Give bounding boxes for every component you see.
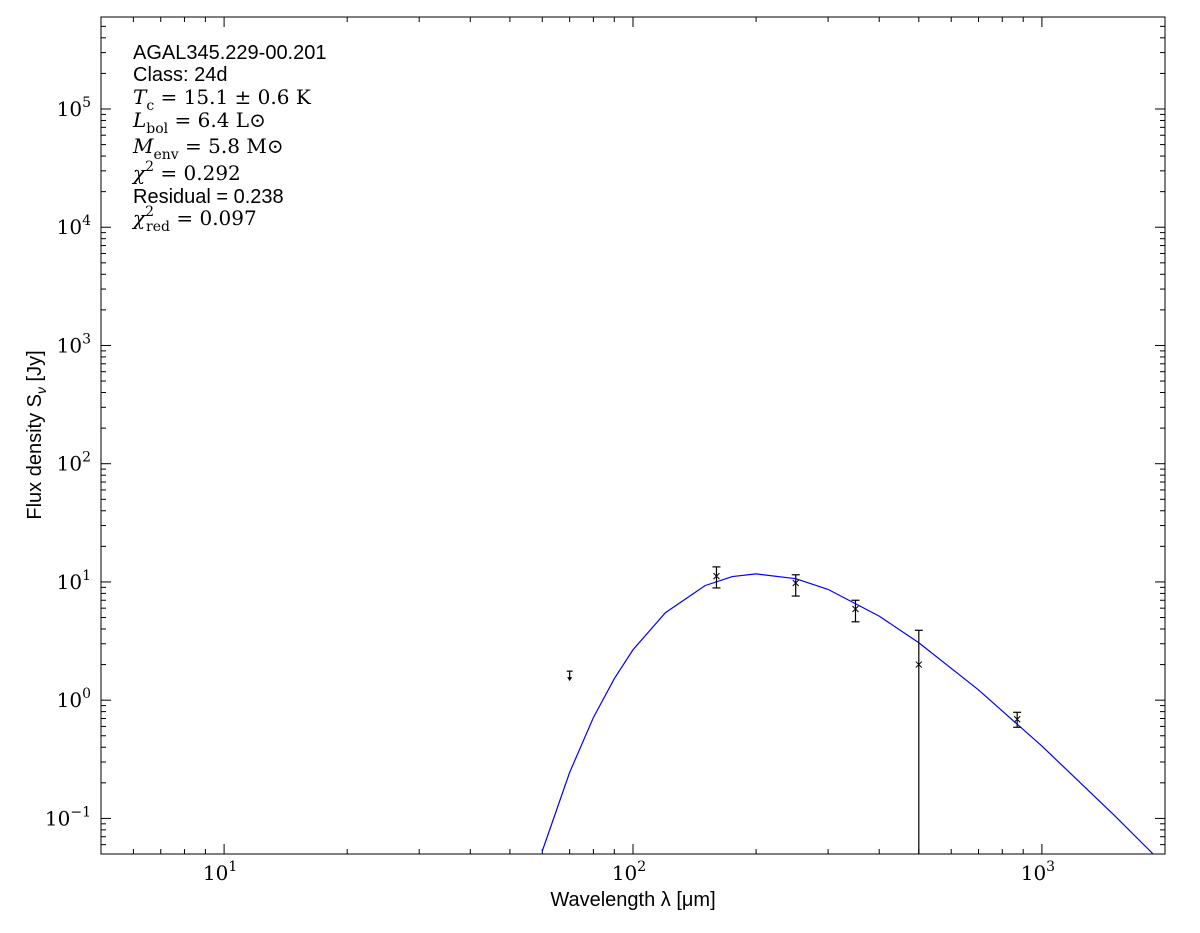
fit-parameter: χ2 = 0.292 [131,159,241,185]
x-tick-label: 103 [1021,859,1055,885]
y-tick-label: 103 [57,331,91,357]
down-arrow-icon [567,677,573,682]
y-tick-label: 105 [57,95,91,121]
x-marker [852,605,859,613]
source-class: Class: 24d [133,64,228,86]
data-point [851,599,860,623]
y-tick-label: 101 [57,568,91,594]
fit-parameter: Lbol = 6.4 L⊙ [132,108,266,137]
source-name: AGAL345.229-00.201 [133,42,327,64]
data-point [791,574,800,597]
x-marker [915,661,923,668]
x-marker [1013,715,1021,723]
residual-value: Residual = 0.238 [133,186,284,208]
x-marker [792,579,800,587]
fit-parameter: Menv = 5.8 M⊙ [132,134,284,163]
model-curve [541,573,1154,854]
y-tick-label: 104 [57,213,91,239]
x-tick-label: 102 [612,859,646,885]
y-tick-label: 10−1 [45,804,91,830]
data-point [712,566,721,589]
data-point [914,629,923,854]
x-axis-label: Wavelength λ [μm] [550,889,715,911]
x-marker [713,572,720,580]
fit-parameter: Tc = 15.1 ± 0.6 K [133,85,312,114]
data-point [1013,711,1022,728]
y-tick-label: 102 [57,450,91,476]
x-tick-label: 101 [203,859,237,885]
y-tick-label: 100 [57,686,91,712]
y-axis-label: Flux density Sν [Jy] [24,350,49,519]
upper-limit [566,670,573,682]
reduced-chi-square: χ2 red = 0.097 [131,204,257,235]
